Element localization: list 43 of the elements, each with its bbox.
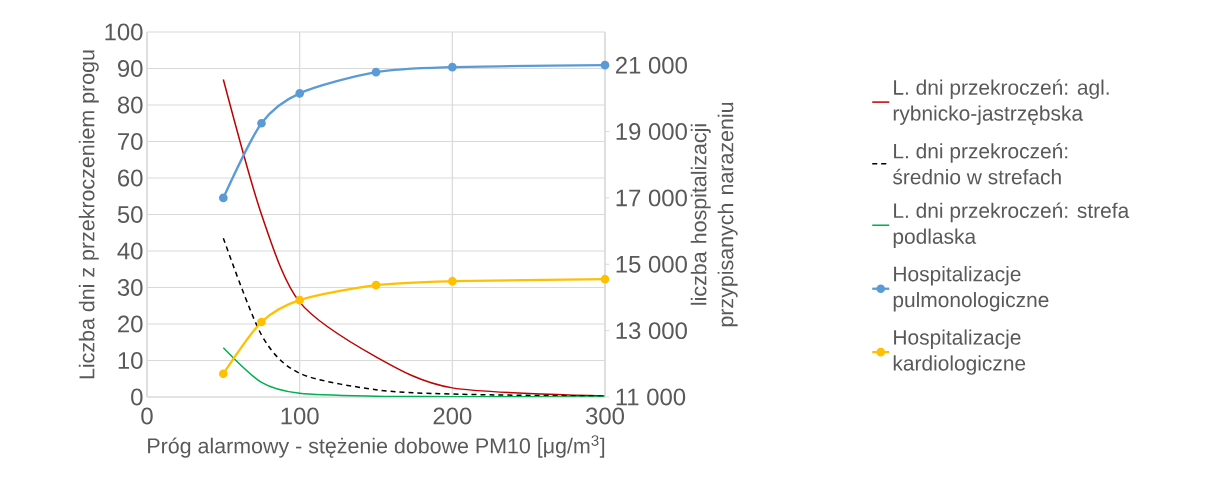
- legend-label: L. dni przekroczeń: strefa podlaska: [893, 202, 1130, 249]
- y-tick-label: 40: [117, 242, 143, 260]
- y2-tick-label: 13 000: [616, 322, 687, 340]
- y-tick-label: 60: [118, 169, 143, 187]
- line-series: [222, 346, 605, 397]
- y-tick-label: 100: [105, 23, 143, 41]
- point: [295, 89, 305, 98]
- x-axis-title: Próg alarmowy - stężenie dobowe PM10 [μg/m$^{3}$]: [148, 435, 605, 458]
- y-tick-label: 50: [117, 206, 143, 223]
- y-tick-label: 30: [117, 279, 143, 296]
- line-series: [222, 78, 605, 397]
- legend-label: Hospitalizacje pulmonologiczne: [893, 266, 1049, 312]
- y2-tick-label: 15 000: [616, 255, 687, 273]
- y-tick-label: 20: [118, 315, 143, 333]
- point: [600, 60, 610, 70]
- y-tick-label: 0: [131, 388, 143, 406]
- point: [448, 62, 457, 72]
- x-tick-label: 200: [433, 407, 472, 425]
- y-axis-title: Liczba dni z przekroczeniem progu: [78, 50, 99, 379]
- line-series: [222, 237, 605, 397]
- point: [371, 67, 381, 77]
- point: [448, 276, 457, 286]
- point: [257, 118, 266, 128]
- point: [219, 369, 228, 379]
- x-tick-label: 100: [281, 407, 319, 425]
- point: [219, 193, 228, 203]
- point: [257, 317, 266, 327]
- y2-tick-label: 17 000: [616, 189, 687, 207]
- point: [600, 274, 610, 284]
- point: [295, 295, 305, 305]
- y-tick-label: 10: [118, 352, 143, 369]
- y2-tick-label: 11 000: [616, 388, 686, 406]
- legend-label: Hospitalizacje kardiologiczne: [893, 329, 1026, 375]
- y2-axis-title: liczba hospitalizacji przypisanych narazeniu: [690, 102, 738, 327]
- point: [371, 280, 381, 290]
- y-tick-label: 80: [117, 96, 143, 114]
- legend-label: L. dni przekroczeń: średnio w strefach: [892, 142, 1068, 185]
- y2-tick-label: 19 000: [616, 123, 687, 141]
- y-tick-label: 90: [118, 60, 143, 77]
- x-tick-label: 300: [585, 407, 624, 425]
- legend-label: L. dni przekroczeń: agl. rybnicko-jastrzębska: [893, 79, 1109, 125]
- y2-tick-label: 21 000: [615, 56, 687, 74]
- y-tick-label: 70: [118, 133, 143, 150]
